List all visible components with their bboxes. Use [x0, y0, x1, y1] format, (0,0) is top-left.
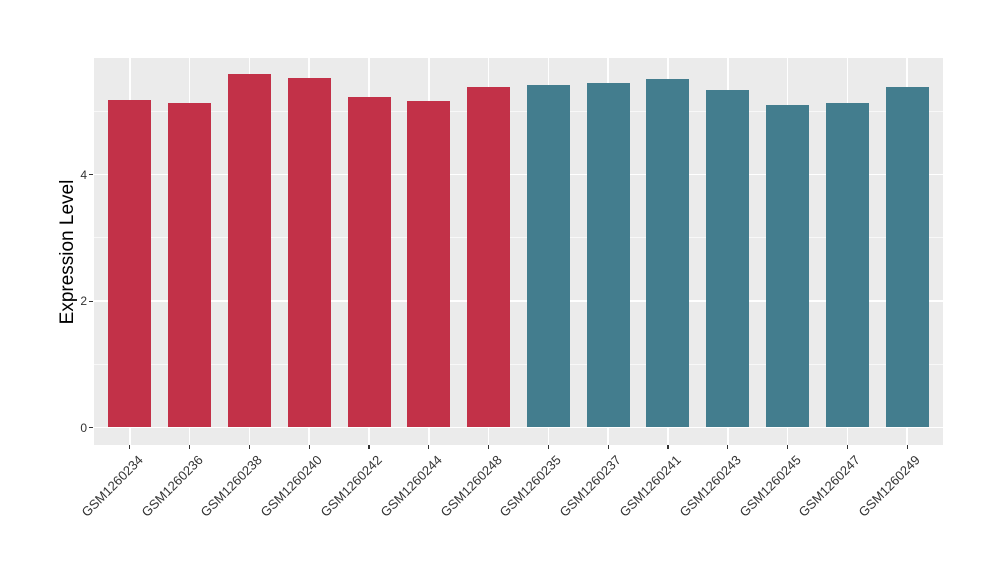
bar-GSM1260244	[407, 101, 451, 428]
y-major-gridline	[94, 426, 943, 429]
y-tick-mark	[89, 174, 93, 176]
bar-GSM1260242	[347, 96, 391, 428]
bar-GSM1260241	[646, 79, 690, 428]
x-tick-mark	[308, 445, 310, 449]
bar-GSM1260248	[467, 86, 511, 428]
bar-GSM1260240	[287, 78, 331, 428]
y-tick-mark	[89, 426, 93, 429]
y-tick-label: 4	[80, 167, 87, 182]
x-tick-mark	[368, 445, 370, 449]
y-tick-label: 0	[80, 420, 87, 435]
bar-GSM1260238	[227, 74, 271, 428]
y-minor-gridline	[94, 237, 943, 239]
bar-GSM1260236	[168, 103, 212, 428]
bar-GSM1260245	[766, 104, 810, 428]
plot-panel	[94, 58, 943, 445]
x-tick-mark	[129, 445, 131, 449]
y-major-gridline	[94, 300, 943, 302]
x-tick-mark	[786, 445, 789, 449]
x-tick-mark	[488, 445, 490, 449]
bar-GSM1260243	[706, 90, 750, 428]
bar-GSM1260237	[586, 83, 630, 428]
bar-GSM1260249	[885, 87, 929, 428]
bar-GSM1260247	[825, 102, 869, 428]
x-tick-mark	[547, 445, 549, 449]
y-tick-label: 2	[80, 294, 87, 309]
x-tick-mark	[906, 445, 908, 449]
bar-GSM1260235	[526, 84, 570, 428]
x-tick-mark	[727, 445, 729, 449]
x-tick-mark	[667, 445, 669, 449]
x-tick-mark	[189, 445, 191, 449]
y-minor-gridline	[94, 363, 943, 365]
y-minor-gridline	[94, 111, 943, 112]
x-tick-mark	[428, 445, 430, 449]
bar-GSM1260234	[108, 100, 152, 428]
x-tick-mark	[846, 445, 848, 449]
x-tick-mark	[248, 445, 251, 449]
x-tick-mark	[607, 445, 609, 449]
y-tick-mark	[89, 300, 93, 302]
y-major-gridline	[94, 173, 943, 176]
